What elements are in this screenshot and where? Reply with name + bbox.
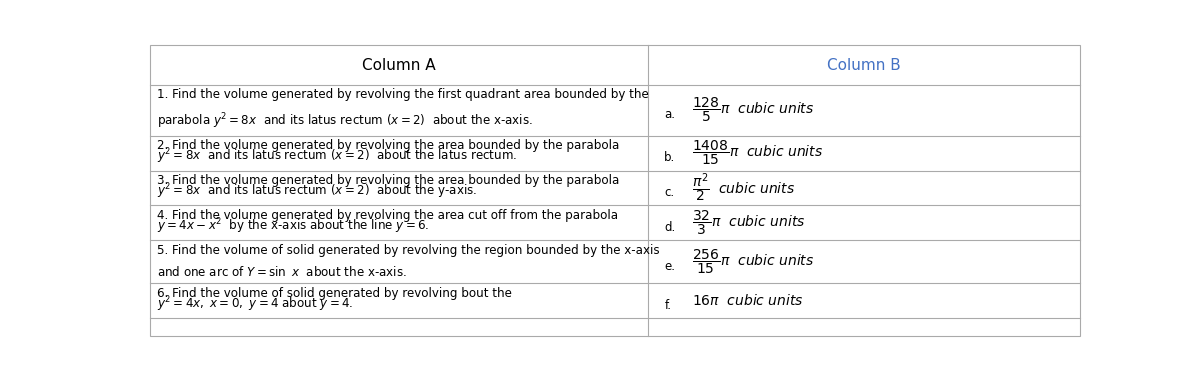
Text: f.: f. bbox=[665, 299, 671, 312]
Text: $16\pi$  cubic units: $16\pi$ cubic units bbox=[692, 293, 804, 308]
Text: 3. Find the volume generated by revolving the area bounded by the parabola: 3. Find the volume generated by revolvin… bbox=[157, 174, 620, 187]
Text: and one arc of $Y = \sin\ x$  about the x-axis.: and one arc of $Y = \sin\ x$ about the x… bbox=[157, 265, 407, 279]
Text: $\dfrac{256}{15}\pi$  cubic units: $\dfrac{256}{15}\pi$ cubic units bbox=[692, 248, 815, 276]
Text: $\dfrac{1408}{15}\pi$  cubic units: $\dfrac{1408}{15}\pi$ cubic units bbox=[692, 139, 823, 167]
Text: $y^2 = 4x,\ x = 0,\ y = 4$ about $y = 4.$: $y^2 = 4x,\ x = 0,\ y = 4$ about $y = 4.… bbox=[157, 294, 354, 314]
Text: a.: a. bbox=[665, 108, 676, 121]
Text: $\dfrac{\pi^2}{2}$  cubic units: $\dfrac{\pi^2}{2}$ cubic units bbox=[692, 172, 796, 204]
Text: $y^2 = 8x$  and its latus rectum $(x = 2)$  about the y-axis.: $y^2 = 8x$ and its latus rectum $(x = 2)… bbox=[157, 181, 478, 201]
Text: $\dfrac{32}{3}\pi$  cubic units: $\dfrac{32}{3}\pi$ cubic units bbox=[692, 209, 805, 237]
Text: parabola $y^2 = 8x$  and its latus rectum $(x = 2)$  about the x-axis.: parabola $y^2 = 8x$ and its latus rectum… bbox=[157, 112, 533, 131]
Text: Column A: Column A bbox=[362, 57, 436, 73]
Text: e.: e. bbox=[665, 260, 676, 273]
Text: d.: d. bbox=[665, 221, 676, 234]
Text: 1. Find the volume generated by revolving the first quadrant area bounded by the: 1. Find the volume generated by revolvin… bbox=[157, 88, 649, 101]
Text: $y^2 = 8x$  and its latus rectum $(x = 2)$  about the latus rectum.: $y^2 = 8x$ and its latus rectum $(x = 2)… bbox=[157, 147, 517, 166]
Text: c.: c. bbox=[665, 186, 674, 199]
Text: 5. Find the volume of solid generated by revolving the region bounded by the x-a: 5. Find the volume of solid generated by… bbox=[157, 244, 660, 257]
Text: 4. Find the volume generated by revolving the area cut off from the parabola: 4. Find the volume generated by revolvin… bbox=[157, 209, 618, 222]
Text: $y = 4x - x^2$  by the x-axis about the line $y = 6.$: $y = 4x - x^2$ by the x-axis about the l… bbox=[157, 216, 430, 236]
Text: 2. Find the volume generated by revolving the area bounded by the parabola: 2. Find the volume generated by revolvin… bbox=[157, 139, 620, 152]
Text: 6. Find the volume of solid generated by revolving bout the: 6. Find the volume of solid generated by… bbox=[157, 287, 512, 300]
Text: $\dfrac{128}{5}\pi$  cubic units: $\dfrac{128}{5}\pi$ cubic units bbox=[692, 96, 815, 124]
Text: Column B: Column B bbox=[827, 57, 901, 73]
Text: b.: b. bbox=[665, 151, 676, 164]
